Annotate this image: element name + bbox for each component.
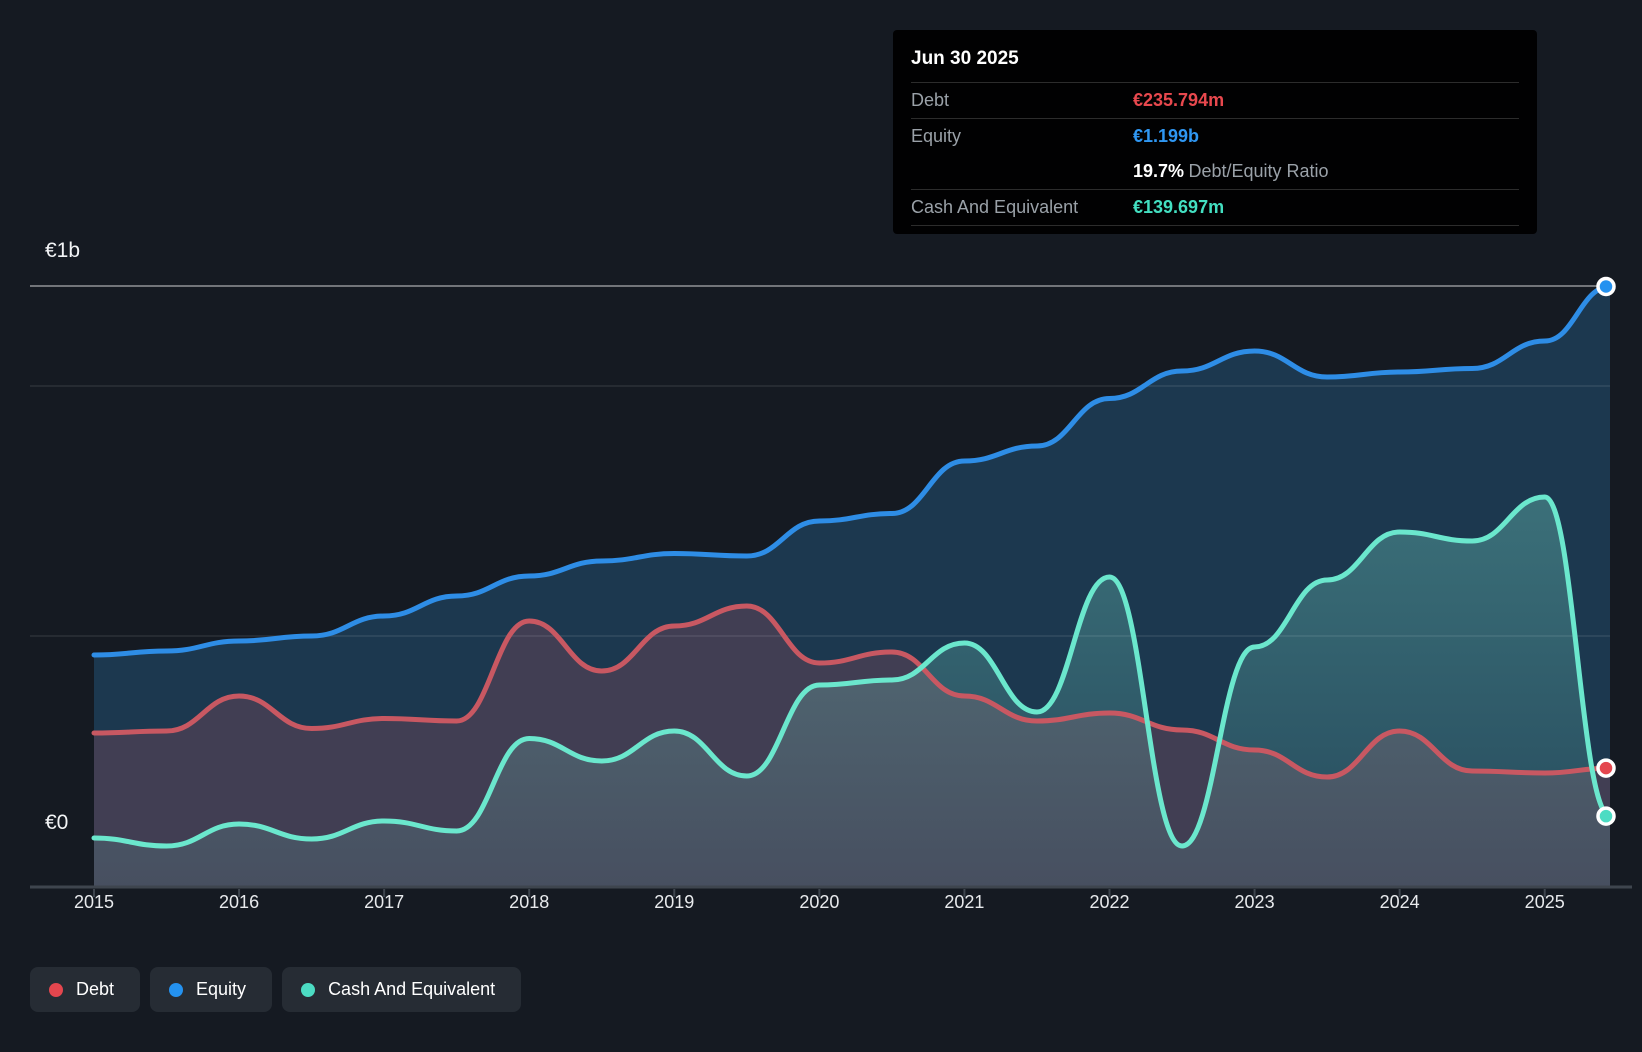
- tooltip-row-debt: Debt €235.794m: [911, 82, 1519, 118]
- x-axis-label: 2023: [1234, 892, 1275, 912]
- legend: Debt Equity Cash And Equivalent: [30, 967, 522, 1012]
- tooltip-label-cash: Cash And Equivalent: [911, 197, 1079, 217]
- x-axis-label: 2022: [1089, 892, 1130, 912]
- legend-label-equity: Equity: [196, 979, 247, 999]
- legend-label-debt: Debt: [76, 979, 115, 999]
- equity-line[interactable]: [91, 284, 1613, 658]
- cash-and-equivalent-area: [94, 497, 1610, 886]
- debt-equity-ratio-value: 19.7%: [1133, 161, 1185, 181]
- y-axis-label-0: €0: [45, 811, 69, 834]
- tooltip-value-cash: €139.697m: [1133, 197, 1225, 217]
- equity-color-dot: [169, 982, 184, 997]
- legend-label-cash: Cash And Equivalent: [328, 979, 496, 999]
- tooltip-value-equity: €1.199b: [1133, 126, 1200, 146]
- legend-item-equity[interactable]: Equity: [150, 967, 273, 1012]
- x-axis-label: 2015: [73, 892, 115, 912]
- x-axis-label: 2024: [1379, 892, 1420, 912]
- cash-color-dot: [301, 982, 316, 997]
- cash-and-equivalent-line[interactable]: [91, 494, 1613, 849]
- x-axis-label: 2017: [364, 892, 405, 912]
- debt-color-dot: [49, 982, 63, 997]
- y-axis-label-1b: €1b: [45, 239, 81, 262]
- hover-tooltip: Jun 30 2025 Debt €235.794m Equity €1.199…: [893, 30, 1537, 234]
- equity-marker[interactable]: [1596, 276, 1616, 297]
- debt-equity-ratio-label: Debt/Equity Ratio: [1188, 161, 1329, 181]
- debt-marker[interactable]: [1596, 758, 1616, 778]
- x-axis-label: 2016: [219, 892, 260, 912]
- x-axis-label: 2019: [654, 892, 695, 912]
- x-axis-label: 2018: [509, 892, 550, 912]
- tooltip-row-ratio: 19.7% Debt/Equity Ratio: [911, 154, 1519, 189]
- x-axis-label: 2020: [799, 892, 840, 912]
- tooltip-label-equity: Equity: [911, 126, 962, 146]
- tooltip-value-debt: €235.794m: [1133, 90, 1225, 110]
- tooltip-date: Jun 30 2025: [911, 48, 1019, 69]
- tooltip-row-cash: Cash And Equivalent €139.697m: [911, 189, 1519, 226]
- legend-item-cash[interactable]: Cash And Equivalent: [282, 967, 522, 1012]
- tooltip-row-equity: Equity €1.199b: [911, 118, 1519, 154]
- cash-and-equivalent-marker[interactable]: [1596, 806, 1616, 826]
- legend-item-debt[interactable]: Debt: [30, 967, 141, 1012]
- tooltip-label-debt: Debt: [911, 90, 950, 110]
- x-axis-label: 2021: [944, 892, 985, 912]
- x-axis-label: 2025: [1524, 892, 1565, 912]
- debt-line[interactable]: [91, 603, 1613, 780]
